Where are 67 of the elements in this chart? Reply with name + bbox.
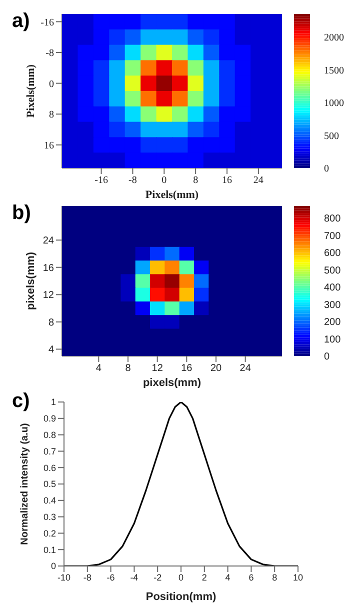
color-bar-label: 0 <box>324 164 329 175</box>
y-tick-label: 0.8 <box>43 430 56 440</box>
x-tick-label: -6 <box>106 572 115 582</box>
color-bar-label: 800 <box>324 214 342 225</box>
x-tick-label: 16 <box>181 363 193 374</box>
y-tick-label: 24 <box>42 236 54 247</box>
x-tick-label: 20 <box>210 363 222 374</box>
y-axis-title: pixels(mm) <box>24 252 37 310</box>
x-tick-label: 12 <box>152 363 164 374</box>
color-bar-label: 700 <box>324 230 342 242</box>
y-tick-label: 16 <box>44 140 54 152</box>
x-tick-label: 10 <box>292 572 304 582</box>
y-tick-label: 8 <box>48 317 54 328</box>
x-axis-title: pixels(mm) <box>142 377 202 389</box>
y-tick-label: -8 <box>46 48 54 60</box>
color-bar-label: 600 <box>324 248 342 260</box>
y-tick-label: 0.9 <box>43 414 56 424</box>
chart-title: c) <box>12 390 30 413</box>
x-tick-label: 4 <box>96 363 102 374</box>
x-tick-label: 16 <box>222 175 232 186</box>
x-tick-label: 8 <box>272 572 278 582</box>
y-tick-label: 12 <box>42 290 54 302</box>
x-tick-label: 8 <box>193 175 198 186</box>
color-bar-label: 500 <box>324 265 342 276</box>
color-bar-label: 1500 <box>324 65 344 76</box>
x-tick-label: -10 <box>57 572 71 582</box>
y-tick-label: 4 <box>48 344 54 356</box>
x-tick-label: 4 <box>225 572 230 582</box>
x-tick-label: -8 <box>128 175 137 186</box>
y-tick-label: 0.7 <box>43 446 56 456</box>
x-axis-title: Pixels(mm) <box>145 189 199 201</box>
color-bar-label: 300 <box>324 300 342 311</box>
x-tick-label: 24 <box>240 363 252 374</box>
x-tick-label: -8 <box>83 572 92 582</box>
y-tick-label: 0 <box>49 78 54 90</box>
y-tick-label: 0.1 <box>43 544 56 555</box>
x-tick-label: 6 <box>248 572 254 582</box>
color-bar-label: 0 <box>324 352 330 363</box>
x-tick-label: -4 <box>130 572 138 582</box>
color-bar-label: 500 <box>324 130 339 142</box>
y-tick-label: 0 <box>50 561 56 572</box>
chart-title: a) <box>12 10 30 33</box>
y-tick-label: 1 <box>50 397 56 408</box>
y-tick-label: -16 <box>40 17 54 28</box>
y-tick-label: 0.2 <box>43 528 56 538</box>
y-axis-title: Normalized intensity (a.u) <box>20 423 31 545</box>
x-tick-label: -2 <box>154 572 162 582</box>
x-tick-label: -16 <box>94 175 108 186</box>
y-tick-label: 0.4 <box>43 496 56 506</box>
y-tick-label: 0.5 <box>43 479 56 490</box>
y-tick-label: 8 <box>49 110 54 121</box>
x-tick-label: 24 <box>253 175 264 186</box>
x-tick-label: 0 <box>162 175 167 186</box>
x-tick-label: 2 <box>202 572 207 582</box>
color-bar-label: 100 <box>324 334 342 346</box>
color-bar-label: 2000 <box>324 32 344 44</box>
color-bar-label: 200 <box>324 317 342 328</box>
x-tick-label: 8 <box>125 363 132 374</box>
color-bar-label: 1000 <box>324 98 344 110</box>
y-tick-label: 0.6 <box>43 462 56 473</box>
chart-title: b) <box>12 202 31 225</box>
color-bar-label: 400 <box>324 282 342 294</box>
y-tick-label: 0.3 <box>43 512 56 522</box>
x-tick-label: 0 <box>178 572 184 582</box>
y-tick-label: 16 <box>42 262 54 274</box>
x-axis-title: Position(mm) <box>146 591 216 603</box>
y-axis-title: Pixels(mm) <box>24 64 37 118</box>
